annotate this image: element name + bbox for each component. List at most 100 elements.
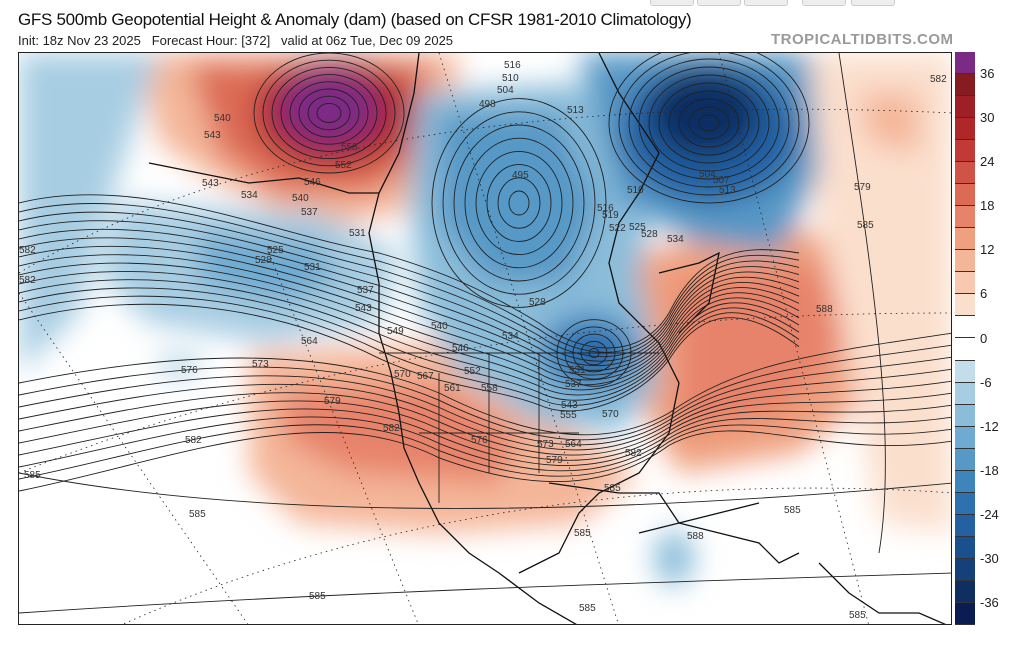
contour-line <box>19 270 800 391</box>
top-nav-button[interactable] <box>802 0 846 6</box>
contour-label: 528 <box>255 255 272 266</box>
contour-label: 552 <box>464 366 481 377</box>
contour-line <box>19 295 800 407</box>
contour-label: 564 <box>565 439 582 450</box>
contour-label: 576 <box>471 435 488 446</box>
contour-line <box>668 90 750 156</box>
contour-line <box>19 237 800 371</box>
contour-label: 585 <box>574 528 591 539</box>
colorbar <box>955 52 975 625</box>
colorbar-band <box>955 96 975 119</box>
map-svg: 5405435585525465405375435345315255285315… <box>19 53 951 624</box>
contour-line <box>572 333 616 373</box>
colorbar-band <box>955 470 975 493</box>
colorbar-band <box>955 52 975 75</box>
contour-label: 555 <box>560 410 577 421</box>
contour-line <box>618 53 800 196</box>
contour-line <box>19 368 951 451</box>
colorbar-band <box>955 184 975 207</box>
contour-line <box>556 319 632 387</box>
contour-line <box>442 111 596 295</box>
contour-label: 540 <box>292 193 309 204</box>
contour-label: 525 <box>629 222 646 233</box>
contour-line <box>580 340 608 366</box>
contour-line <box>838 53 886 554</box>
contour-line <box>19 245 800 376</box>
colorbar-tick-label: 30 <box>980 110 995 126</box>
contour-line <box>19 279 800 396</box>
contour-label: 498 <box>479 99 496 110</box>
contour-label: 585 <box>309 591 326 602</box>
contour-label: 582 <box>930 74 947 85</box>
contour-label: 546 <box>304 177 321 188</box>
contour-label: 543 <box>561 400 578 411</box>
contour-label: 588 <box>687 531 704 542</box>
contour-line <box>648 74 770 172</box>
colorbar-band <box>955 382 975 405</box>
contour-label: 588 <box>816 304 833 315</box>
contour-line <box>698 114 720 132</box>
contour-line <box>19 211 800 358</box>
colorbar-tick-label: -18 <box>980 462 999 478</box>
contour-line <box>608 53 810 204</box>
colorbar-tick-label: 24 <box>980 154 995 170</box>
contour-label: 537 <box>565 379 582 390</box>
top-nav-button[interactable] <box>650 0 694 6</box>
contour-label: 558 <box>481 383 498 394</box>
contour-line <box>19 572 951 614</box>
contour-label: 534 <box>502 331 519 342</box>
contour-line <box>19 254 800 381</box>
colorbar-tick-label: 12 <box>980 242 995 258</box>
contour-label: 582 <box>383 423 400 434</box>
contour-label: 585 <box>857 220 874 231</box>
contour-label: 579 <box>324 396 341 407</box>
colorbar-band <box>955 118 975 141</box>
colorbar-tick-label: -30 <box>980 550 999 566</box>
coastlines <box>148 53 947 624</box>
contour-label: 516 <box>597 203 614 214</box>
contour-line <box>628 58 790 188</box>
colorbar-tick-label: 36 <box>980 66 995 82</box>
forecast-info: Init: 18z Nov 23 2025 Forecast Hour: [37… <box>18 33 454 48</box>
contour-label: 495 <box>512 170 529 181</box>
contour-line <box>19 380 951 456</box>
colorbar-band <box>955 338 975 361</box>
contour-labels: 5405435585525465405375435345315255285315… <box>19 60 947 621</box>
colorbar-band <box>955 448 975 471</box>
contour-label: 522 <box>609 223 626 234</box>
contour-label: 525 <box>267 245 284 256</box>
brand-watermark: TROPICALTIDBITS.COM <box>771 31 954 48</box>
contour-line <box>280 74 378 152</box>
colorbar-band <box>955 404 975 427</box>
contour-label: 585 <box>784 505 801 516</box>
contour-line <box>475 150 563 256</box>
colorbar-band <box>955 580 975 603</box>
colorbar-band <box>955 162 975 185</box>
contour-line <box>453 124 585 282</box>
contour-label: 540 <box>431 321 448 332</box>
contour-label: 537 <box>357 285 374 296</box>
contour-label: 576 <box>181 365 198 376</box>
top-nav-button[interactable] <box>851 0 895 6</box>
contour-label: 531 <box>569 365 586 376</box>
contour-line <box>19 228 800 367</box>
contour-label: 582 <box>19 275 36 286</box>
contour-label: 585 <box>604 483 621 494</box>
contour-label: 543 <box>204 130 221 141</box>
contour-line <box>19 287 800 401</box>
contour-line <box>19 392 951 461</box>
contour-label: 579 <box>546 455 563 466</box>
colorbar-tick-label: 0 <box>980 330 988 346</box>
contour-label: 534 <box>667 234 684 245</box>
colorbar-band <box>955 228 975 251</box>
colorbar-band <box>955 602 975 625</box>
contour-label: 504 <box>699 169 716 180</box>
colorbar-band <box>955 272 975 295</box>
contour-line <box>19 194 800 349</box>
top-nav-button[interactable] <box>744 0 788 6</box>
top-nav-button[interactable] <box>697 0 741 6</box>
contour-line <box>464 137 574 269</box>
contour-label: 585 <box>189 509 206 520</box>
colorbar-tick-label: 6 <box>980 286 988 302</box>
contour-label: 513 <box>719 185 736 196</box>
